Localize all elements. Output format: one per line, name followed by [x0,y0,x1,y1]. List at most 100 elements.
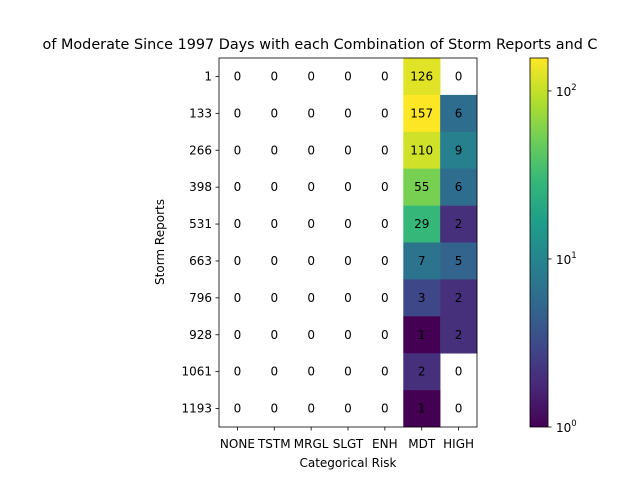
heatmap-cell [403,279,441,317]
cell-value-label: 0 [307,254,315,268]
cell-value-label: 55 [414,180,429,194]
cell-value-label: 110 [410,143,433,157]
cell-value-label: 0 [344,217,352,231]
cell-value-label: 0 [381,180,389,194]
cell-value-label: 0 [344,69,352,83]
cell-value-label: 0 [344,106,352,120]
cell-value-label: 0 [234,106,242,120]
heatmap-cell [403,205,441,243]
cell-value-label: 0 [234,143,242,157]
cell-value-label: 0 [234,291,242,305]
cell-value-label: 9 [455,143,463,157]
heatmap-cell [403,316,441,354]
cell-value-label: 0 [381,143,389,157]
colorbar [529,57,549,428]
cell-value-label: 2 [455,217,463,231]
heatmap-cell [403,168,441,206]
cell-value-label: 0 [270,365,278,379]
heatmap-cell [403,242,441,280]
cell-value-label: 0 [307,328,315,342]
x-axis: NONE TSTM MRGL SLGT ENH MDT HIGH [220,427,474,451]
cell-value-label: 0 [381,217,389,231]
cell-value-label: 0 [234,402,242,416]
cell-value-label: 6 [455,180,463,194]
y-tick-label: 1 [204,69,212,83]
cell-value-label: 0 [307,217,315,231]
cell-value-label: 0 [307,106,315,120]
cell-value-label: 0 [234,365,242,379]
cell-value-label: 0 [270,254,278,268]
cell-value-label: 0 [270,143,278,157]
cell-value-label: 0 [344,365,352,379]
cell-value-label: 0 [270,217,278,231]
cell-value-label: 0 [234,254,242,268]
colorbar-tick-label: 102 [556,83,577,99]
cell-value-label: 5 [455,254,463,268]
cell-value-label: 0 [455,402,463,416]
y-tick-label: 1193 [181,402,212,416]
heatmap-cell [440,168,478,206]
y-axis: 1 133 266 398 531 663 796 928 1061 1193 [181,69,219,416]
cell-value-label: 0 [307,291,315,305]
x-tick-label: MRGL [294,437,329,451]
cell-value-label: 0 [234,217,242,231]
cell-value-label: 2 [455,291,463,305]
cell-value-label: 0 [270,69,278,83]
cell-value-label: 0 [381,254,389,268]
cell-value-label: 0 [381,365,389,379]
cell-value-label: 0 [381,328,389,342]
cell-value-label: 157 [410,106,433,120]
cell-value-label: 0 [344,328,352,342]
heatmap-cell [440,242,478,280]
heatmap-cell [403,390,441,428]
cell-value-label: 0 [344,291,352,305]
x-tick-label: TSTM [257,437,291,451]
x-tick-label: NONE [220,437,255,451]
x-tick-label: ENH [372,437,398,451]
cell-value-label: 0 [270,402,278,416]
heatmap-cells [403,58,478,428]
cell-value-label: 2 [418,365,426,379]
cell-value-label: 0 [307,402,315,416]
cell-value-label: 0 [270,106,278,120]
cell-value-label: 0 [381,106,389,120]
cell-value-label: 0 [234,180,242,194]
y-tick-label: 928 [189,328,212,342]
colorbar-tick-label: 101 [556,251,577,267]
y-tick-label: 531 [189,217,212,231]
cell-value-label: 3 [418,291,426,305]
cell-value-label: 0 [270,328,278,342]
cell-value-label: 1 [418,328,426,342]
y-tick-label: 1061 [181,365,212,379]
heatmap-cell-labels: 0 0 0 0 0 126 00 0 0 0 0 157 60 0 0 0 0 110 90 0 0 0 0 55 60 0 0 0 0… [234,69,463,415]
y-tick-label: 266 [189,143,212,157]
heatmap-cell [440,131,478,169]
cell-value-label: 0 [270,180,278,194]
x-tick-label: MDT [408,437,436,451]
cell-value-label: 0 [455,69,463,83]
y-tick-label: 398 [189,180,212,194]
cell-value-label: 2 [455,328,463,342]
cell-value-label: 0 [307,180,315,194]
cell-value-label: 0 [344,254,352,268]
colorbar-tick-label: 100 [556,419,577,435]
cell-value-label: 0 [307,69,315,83]
chart-title: of Moderate Since 1997 Days with each Co… [43,37,598,53]
cell-value-label: 0 [381,69,389,83]
cell-value-label: 0 [270,291,278,305]
cell-value-label: 29 [414,217,429,231]
cell-value-label: 0 [307,365,315,379]
heatmap-cell [403,58,441,96]
heatmap-cell [440,205,478,243]
x-axis-label: Categorical Risk [299,456,396,470]
y-axis-label: Storm Reports [153,199,167,285]
heatmap-cell [440,316,478,354]
heatmap-cell [440,279,478,317]
heatmap-cell [403,353,441,391]
cell-value-label: 0 [381,402,389,416]
x-tick-label: SLGT [333,437,364,451]
cell-value-label: 0 [344,143,352,157]
x-tick-label: HIGH [443,437,474,451]
